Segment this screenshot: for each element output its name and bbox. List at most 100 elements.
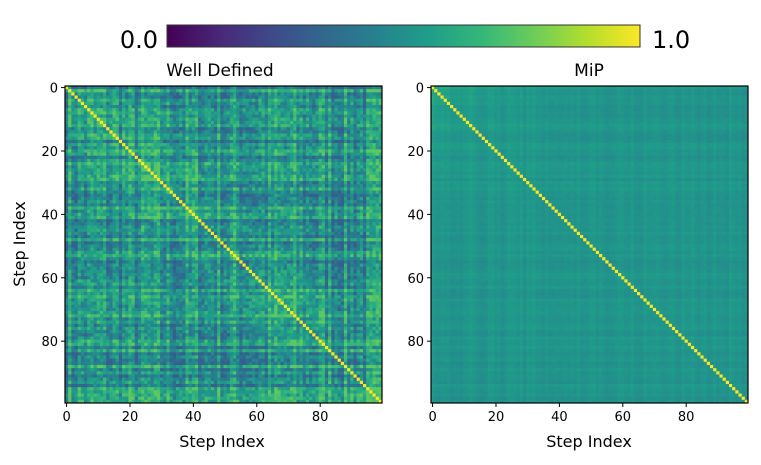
heatmap-cell: [210, 193, 215, 198]
heatmap-cell: [271, 114, 275, 119]
heatmap-cell: [248, 241, 253, 245]
heatmap-cell: [175, 133, 180, 138]
heatmap-cell: [99, 92, 104, 96]
heatmap-cell: [277, 133, 281, 138]
heatmap-cell: [137, 177, 142, 182]
heatmap-cell: [337, 155, 342, 160]
heatmap-cell: [318, 111, 323, 115]
heatmap-cell: [217, 152, 221, 157]
heatmap-cell: [137, 190, 142, 195]
heatmap-cell: [217, 219, 221, 223]
heatmap-cell: [343, 149, 348, 153]
heatmap-cell: [99, 234, 104, 239]
heatmap-cell: [213, 114, 218, 119]
heatmap-cell: [147, 149, 151, 153]
heatmap-cell: [93, 162, 98, 166]
heatmap-cell: [134, 108, 139, 112]
heatmap-cell: [220, 222, 224, 226]
heatmap-cell: [217, 190, 221, 195]
heatmap-cell: [353, 190, 358, 195]
heatmap-cell: [302, 146, 307, 150]
heatmap-cell: [350, 200, 354, 204]
heatmap-cell: [372, 127, 377, 131]
heatmap-cell: [103, 162, 107, 166]
heatmap-cell: [233, 146, 237, 150]
heatmap-cell: [185, 98, 190, 103]
heatmap-cell: [153, 117, 158, 122]
heatmap-cell: [290, 98, 294, 103]
heatmap-cell: [233, 228, 237, 233]
heatmap-cell: [226, 162, 231, 166]
heatmap-cell: [315, 215, 319, 220]
heatmap-cell: [261, 171, 266, 176]
heatmap-cell: [239, 139, 243, 144]
heatmap-cell: [286, 101, 291, 106]
heatmap-cell: [137, 130, 142, 134]
heatmap-cell: [264, 231, 269, 236]
heatmap-cell: [65, 117, 69, 122]
heatmap-cell: [182, 174, 186, 179]
heatmap-cell: [150, 133, 155, 138]
heatmap-cell: [229, 162, 234, 166]
heatmap-cell: [179, 152, 183, 157]
heatmap-cell: [290, 184, 294, 188]
heatmap-cell: [77, 133, 82, 138]
heatmap-cell: [112, 187, 117, 192]
heatmap-cell: [90, 143, 94, 147]
heatmap-cell: [172, 98, 177, 103]
heatmap-cell: [77, 108, 82, 112]
heatmap-cell: [271, 187, 275, 192]
heatmap-cell: [131, 228, 136, 233]
heatmap-cell: [122, 190, 126, 195]
heatmap-cell: [175, 212, 180, 217]
heatmap-cell: [359, 130, 364, 134]
heatmap-cell: [150, 114, 155, 119]
heatmap-cell: [74, 98, 79, 103]
heatmap-cell: [175, 231, 180, 236]
heatmap-cell: [109, 187, 113, 192]
heatmap-cell: [264, 162, 269, 166]
heatmap-cell: [156, 238, 161, 242]
heatmap-cell: [103, 228, 107, 233]
heatmap-cell: [68, 130, 72, 134]
heatmap-cell: [131, 206, 136, 211]
heatmap-cell: [233, 127, 237, 131]
heatmap-cell: [283, 152, 288, 157]
heatmap-cell: [71, 215, 75, 220]
heatmap-cell: [372, 225, 377, 230]
heatmap-cell: [255, 234, 259, 239]
heatmap-cell: [356, 187, 361, 192]
heatmap-cell: [90, 108, 94, 112]
heatmap-cell: [315, 155, 319, 160]
heatmap-cell: [194, 168, 199, 172]
heatmap-cell: [229, 120, 234, 125]
heatmap-cell: [137, 231, 142, 236]
heatmap-cell: [77, 130, 82, 134]
heatmap-cell: [217, 206, 221, 211]
heatmap-cell: [274, 231, 278, 236]
heatmap-cell: [80, 162, 85, 166]
heatmap-cell: [274, 95, 278, 100]
heatmap-cell: [248, 127, 253, 131]
heatmap-cell: [80, 225, 85, 230]
heatmap-cell: [299, 171, 304, 176]
heatmap-cell: [242, 177, 247, 182]
heatmap-cell: [128, 117, 132, 122]
heatmap-cell: [115, 200, 120, 204]
heatmap-cell: [264, 228, 269, 233]
heatmap-cell: [207, 95, 212, 100]
heatmap-cell: [340, 184, 345, 188]
heatmap-cell: [156, 168, 161, 172]
heatmap-cell: [261, 89, 266, 93]
heatmap-cell: [160, 165, 164, 169]
heatmap-cell: [131, 222, 136, 226]
heatmap-cell: [334, 171, 339, 176]
heatmap-cell: [194, 101, 199, 106]
heatmap-cell: [350, 152, 354, 157]
heatmap-cell: [299, 174, 304, 179]
heatmap-cell: [156, 111, 161, 115]
heatmap-cell: [217, 139, 221, 144]
heatmap-cell: [264, 206, 269, 211]
heatmap-cell: [252, 101, 256, 106]
heatmap-cell: [245, 165, 250, 169]
